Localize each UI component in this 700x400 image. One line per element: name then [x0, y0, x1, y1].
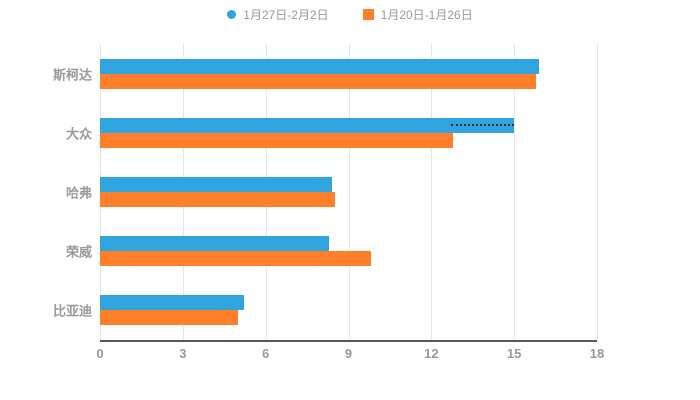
x-axis-tick-label: 15	[506, 346, 522, 361]
x-axis-tick-label: 9	[344, 346, 353, 361]
bar	[100, 251, 371, 267]
legend-item-week-previous[interactable]: 1月20日-1月26日	[362, 6, 473, 23]
grid-line	[431, 44, 433, 340]
bar	[100, 295, 244, 311]
bar	[100, 192, 335, 207]
legend-label: 1月20日-1月26日	[380, 8, 473, 22]
plot-area	[100, 44, 598, 342]
x-axis-tick-label: 0	[96, 346, 104, 361]
bar	[100, 117, 515, 133]
legend-item-week-current[interactable]: 1月27日-2月2日	[227, 6, 329, 23]
y-axis-category-label: 大众	[65, 126, 92, 142]
bar	[100, 310, 239, 326]
grid-line	[348, 44, 350, 340]
y-axis-category-label: 荣威	[65, 244, 92, 260]
x-axis-tick-label: 6	[262, 346, 270, 361]
x-axis-tick-label: 12	[424, 346, 439, 361]
y-axis-category-label: 哈弗	[65, 185, 92, 201]
x-axis-ticks: 0 3 6 9 12 15 18	[96, 346, 604, 364]
bar	[100, 236, 330, 252]
x-axis-tick-label: 18	[589, 346, 605, 361]
y-axis-labels: 斯柯达大众哈弗荣威比亚迪	[0, 44, 92, 340]
bar	[100, 177, 332, 192]
dotted-annotation	[450, 124, 515, 127]
bar	[100, 132, 454, 148]
y-axis-category-label: 比亚迪	[52, 303, 92, 319]
legend-circle-marker-icon	[227, 10, 237, 19]
grid-line	[597, 44, 598, 340]
grid-line	[514, 44, 516, 340]
bar	[100, 58, 540, 74]
legend-label: 1月27日-2月2日	[243, 8, 329, 22]
y-axis-category-label: 斯柯达	[52, 67, 92, 83]
bar	[100, 73, 537, 89]
chart-legend: 1月27日-2月2日 1月20日-1月26日	[0, 6, 700, 23]
x-axis-tick-label: 3	[179, 346, 187, 361]
legend-square-marker-icon	[362, 9, 374, 20]
